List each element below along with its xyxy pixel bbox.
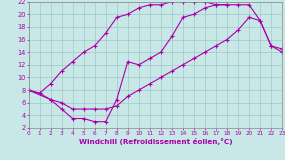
X-axis label: Windchill (Refroidissement éolien,°C): Windchill (Refroidissement éolien,°C) xyxy=(78,138,232,145)
